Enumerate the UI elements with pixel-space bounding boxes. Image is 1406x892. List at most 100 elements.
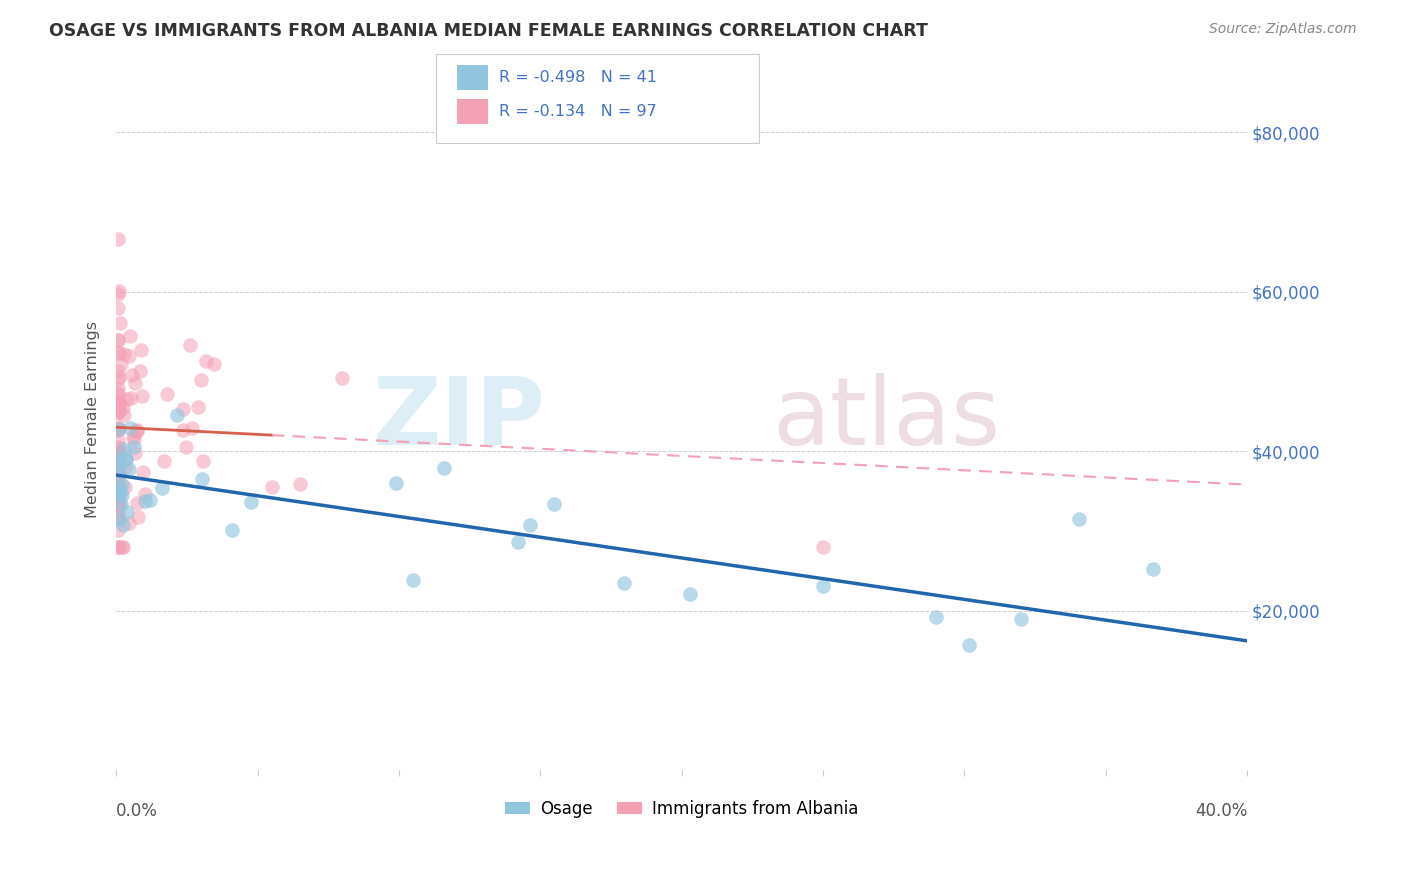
Point: [107, 381, 129, 395]
Point: [613, 576, 636, 591]
Point: [191, 454, 214, 468]
Point: [107, 512, 129, 526]
Point: [107, 422, 129, 436]
Point: [1010, 612, 1032, 626]
Point: [181, 421, 204, 435]
Point: [108, 455, 131, 469]
Point: [114, 452, 136, 467]
Point: [124, 376, 146, 390]
Point: [107, 301, 129, 315]
Point: [107, 364, 129, 378]
Point: [129, 364, 152, 378]
Point: [115, 505, 138, 519]
Text: R = -0.498   N = 41: R = -0.498 N = 41: [499, 70, 657, 85]
Point: [114, 480, 136, 494]
Point: [107, 333, 129, 347]
Point: [111, 540, 134, 554]
Text: R = -0.134   N = 97: R = -0.134 N = 97: [499, 103, 657, 119]
Point: [172, 423, 194, 437]
Point: [107, 401, 129, 416]
Point: [108, 451, 131, 466]
Point: [221, 523, 243, 537]
Point: [118, 349, 141, 363]
Point: [194, 354, 217, 368]
Point: [107, 450, 129, 465]
Point: [202, 357, 225, 371]
Point: [107, 421, 129, 435]
Point: [131, 389, 153, 403]
Point: [127, 510, 149, 524]
Point: [107, 433, 129, 447]
Point: [519, 518, 541, 533]
Point: [107, 478, 129, 492]
Point: [112, 347, 135, 361]
Point: [107, 397, 129, 411]
Point: [433, 461, 456, 475]
Point: [112, 408, 135, 422]
Y-axis label: Median Female Earnings: Median Female Earnings: [86, 321, 100, 517]
Point: [179, 337, 201, 351]
Point: [107, 388, 129, 402]
Point: [156, 386, 179, 401]
Point: [107, 372, 129, 386]
Point: [957, 638, 980, 652]
Point: [108, 284, 131, 298]
Point: [112, 401, 135, 415]
Point: [120, 391, 142, 405]
Point: [108, 467, 131, 482]
Point: [152, 481, 174, 495]
Point: [107, 523, 129, 537]
Point: [108, 441, 131, 455]
Point: [139, 493, 162, 508]
Point: [107, 404, 129, 418]
Point: [107, 467, 129, 482]
Point: [240, 495, 263, 509]
Point: [118, 516, 141, 530]
Point: [679, 586, 702, 600]
Point: [107, 333, 129, 347]
Point: [107, 406, 129, 420]
Point: [107, 345, 129, 359]
Point: [117, 462, 139, 476]
Point: [924, 610, 946, 624]
Point: [107, 287, 129, 301]
Point: [122, 430, 145, 444]
Point: [176, 440, 198, 454]
Point: [107, 421, 129, 435]
Point: [110, 316, 132, 330]
Point: [107, 423, 129, 437]
Legend: Osage, Immigrants from Albania: Osage, Immigrants from Albania: [498, 794, 866, 825]
Point: [108, 446, 131, 460]
Point: [134, 494, 156, 508]
Point: [108, 422, 131, 436]
Point: [506, 535, 529, 549]
Point: [107, 463, 129, 477]
Point: [115, 452, 138, 467]
Point: [402, 574, 425, 588]
Point: [118, 421, 141, 435]
Point: [811, 579, 834, 593]
Text: 40.0%: 40.0%: [1195, 802, 1247, 820]
Point: [108, 481, 131, 495]
Point: [111, 540, 134, 554]
Text: Source: ZipAtlas.com: Source: ZipAtlas.com: [1209, 22, 1357, 37]
Point: [108, 397, 131, 411]
Point: [108, 445, 131, 459]
Point: [190, 373, 212, 387]
Point: [191, 472, 214, 486]
Point: [332, 370, 354, 384]
Point: [132, 465, 155, 479]
Point: [121, 368, 143, 382]
Point: [124, 446, 146, 460]
Point: [384, 475, 406, 490]
Point: [122, 432, 145, 446]
Point: [107, 232, 129, 246]
Point: [107, 403, 129, 417]
Point: [111, 478, 134, 492]
Point: [107, 496, 129, 510]
Point: [125, 496, 148, 510]
Text: ZIP: ZIP: [373, 373, 546, 466]
Point: [107, 506, 129, 520]
Point: [186, 401, 208, 415]
Text: OSAGE VS IMMIGRANTS FROM ALBANIA MEDIAN FEMALE EARNINGS CORRELATION CHART: OSAGE VS IMMIGRANTS FROM ALBANIA MEDIAN …: [49, 22, 928, 40]
